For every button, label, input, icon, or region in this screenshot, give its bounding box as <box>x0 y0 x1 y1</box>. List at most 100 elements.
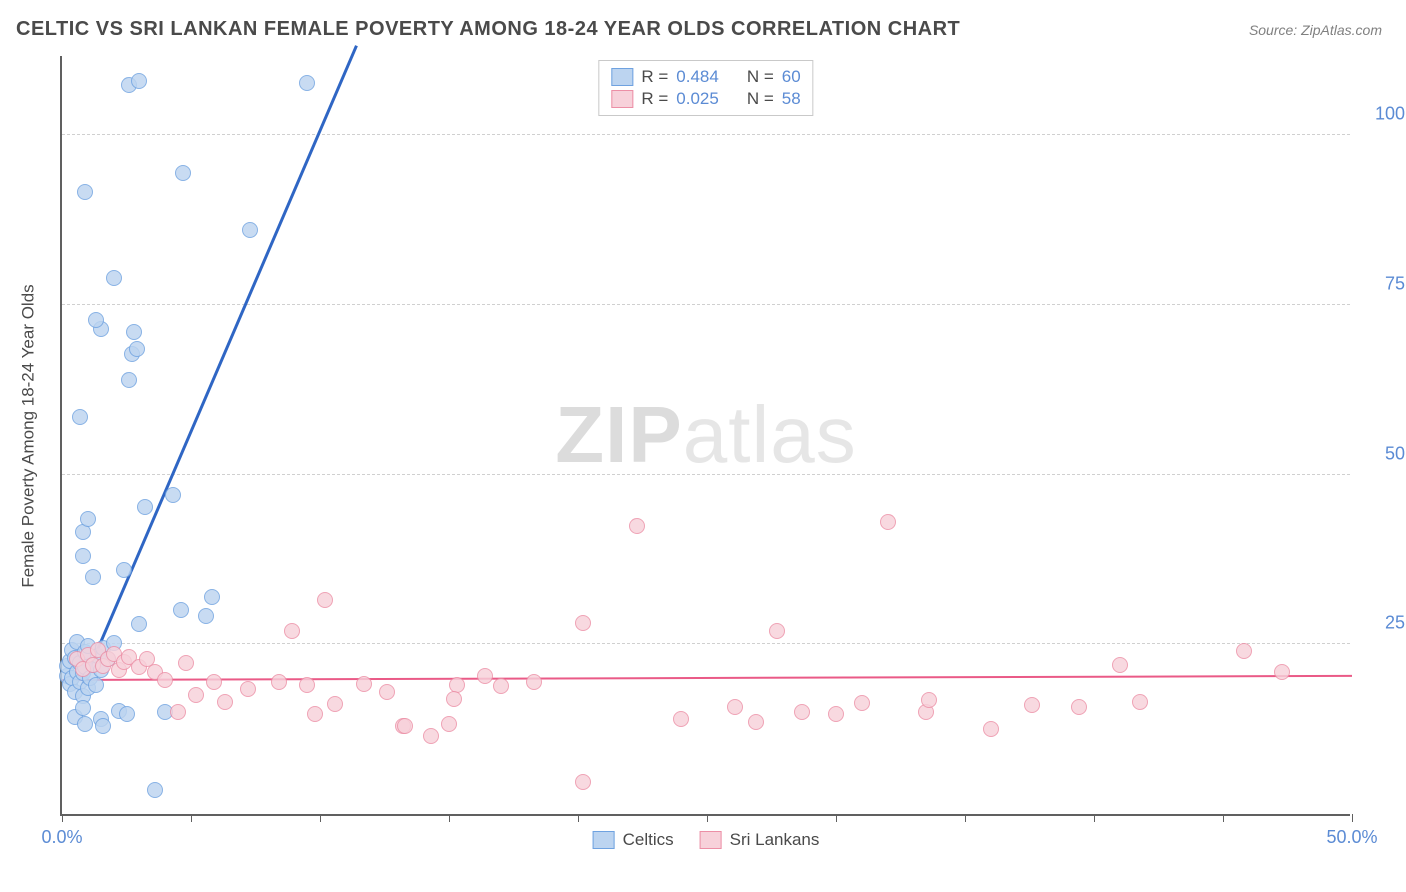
x-tick-label: 0.0% <box>41 827 82 848</box>
data-point <box>188 687 204 703</box>
stats-row: R =0.484N =60 <box>611 67 800 87</box>
data-point <box>983 721 999 737</box>
watermark-light: atlas <box>683 390 857 479</box>
legend-swatch <box>611 90 633 108</box>
data-point <box>477 668 493 684</box>
watermark-bold: ZIP <box>555 390 682 479</box>
y-tick-label: 75.0% <box>1356 274 1406 295</box>
data-point <box>828 706 844 722</box>
data-point <box>748 714 764 730</box>
data-point <box>673 711 689 727</box>
watermark: ZIPatlas <box>555 389 856 481</box>
data-point <box>629 518 645 534</box>
y-gridline <box>62 643 1350 644</box>
data-point <box>165 487 181 503</box>
data-point <box>75 548 91 564</box>
x-tick <box>1223 814 1224 822</box>
data-point <box>423 728 439 744</box>
data-point <box>131 616 147 632</box>
legend-item: Sri Lankans <box>700 830 820 850</box>
data-point <box>131 73 147 89</box>
data-point <box>126 324 142 340</box>
plot-area: ZIPatlas 25.0%50.0%75.0%100.0%0.0%50.0%R… <box>60 56 1350 816</box>
data-point <box>769 623 785 639</box>
data-point <box>157 672 173 688</box>
data-point <box>204 589 220 605</box>
data-point <box>397 718 413 734</box>
data-point <box>1071 699 1087 715</box>
y-tick-label: 100.0% <box>1356 104 1406 125</box>
y-axis-label: Female Poverty Among 18-24 Year Olds <box>19 284 39 587</box>
stats-legend: R =0.484N =60R =0.025N =58 <box>598 60 813 116</box>
data-point <box>170 704 186 720</box>
data-point <box>446 691 462 707</box>
x-tick <box>836 814 837 822</box>
y-tick-label: 25.0% <box>1356 613 1406 634</box>
data-point <box>119 706 135 722</box>
n-label: N = <box>747 89 774 109</box>
x-tick-label: 50.0% <box>1326 827 1377 848</box>
legend-swatch <box>593 831 615 849</box>
trend-line <box>62 675 1352 681</box>
stats-row: R =0.025N =58 <box>611 89 800 109</box>
data-point <box>575 615 591 631</box>
data-point <box>95 718 111 734</box>
x-tick <box>1094 814 1095 822</box>
data-point <box>526 674 542 690</box>
data-point <box>206 674 222 690</box>
data-point <box>75 700 91 716</box>
data-point <box>1236 643 1252 659</box>
data-point <box>271 674 287 690</box>
data-point <box>575 774 591 790</box>
legend-swatch <box>700 831 722 849</box>
data-point <box>317 592 333 608</box>
x-tick <box>191 814 192 822</box>
data-point <box>77 184 93 200</box>
trend-line <box>81 45 357 684</box>
data-point <box>441 716 457 732</box>
data-point <box>379 684 395 700</box>
n-label: N = <box>747 67 774 87</box>
data-point <box>129 341 145 357</box>
data-point <box>106 270 122 286</box>
data-point <box>116 562 132 578</box>
data-point <box>794 704 810 720</box>
y-gridline <box>62 474 1350 475</box>
x-tick <box>578 814 579 822</box>
data-point <box>356 676 372 692</box>
data-point <box>307 706 323 722</box>
data-point <box>1274 664 1290 680</box>
data-point <box>854 695 870 711</box>
n-value: 58 <box>782 89 801 109</box>
data-point <box>178 655 194 671</box>
chart-title: CELTIC VS SRI LANKAN FEMALE POVERTY AMON… <box>16 18 960 41</box>
y-gridline <box>62 304 1350 305</box>
data-point <box>327 696 343 712</box>
data-point <box>88 312 104 328</box>
chart-container: CELTIC VS SRI LANKAN FEMALE POVERTY AMON… <box>0 0 1406 892</box>
data-point <box>921 692 937 708</box>
legend-label: Sri Lankans <box>730 830 820 850</box>
data-point <box>88 677 104 693</box>
x-tick <box>965 814 966 822</box>
r-value: 0.484 <box>676 67 719 87</box>
y-axis-label-wrap: Female Poverty Among 18-24 Year Olds <box>14 56 44 816</box>
data-point <box>85 569 101 585</box>
data-point <box>80 511 96 527</box>
data-point <box>121 372 137 388</box>
r-label: R = <box>641 67 668 87</box>
data-point <box>727 699 743 715</box>
data-point <box>1024 697 1040 713</box>
series-legend: Celtics Sri Lankans <box>593 830 820 850</box>
data-point <box>198 608 214 624</box>
y-tick-label: 50.0% <box>1356 443 1406 464</box>
legend-label: Celtics <box>623 830 674 850</box>
y-gridline <box>62 134 1350 135</box>
data-point <box>240 681 256 697</box>
x-tick <box>1352 814 1353 822</box>
data-point <box>217 694 233 710</box>
x-tick <box>449 814 450 822</box>
data-point <box>880 514 896 530</box>
data-point <box>72 409 88 425</box>
data-point <box>284 623 300 639</box>
